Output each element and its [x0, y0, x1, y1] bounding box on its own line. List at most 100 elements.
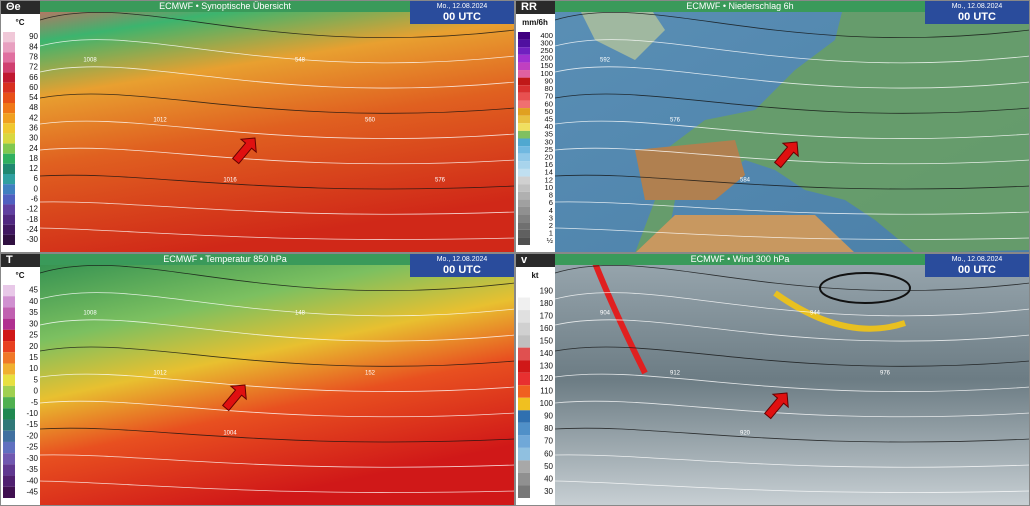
legend-swatch	[3, 224, 15, 235]
date-box	[925, 0, 1030, 24]
contour-label: 1008	[83, 58, 97, 64]
contour-label: 584	[740, 178, 751, 184]
title-bar	[40, 253, 410, 265]
legend-label: 60	[544, 449, 553, 458]
land	[635, 140, 745, 200]
legend-label: 150	[540, 61, 553, 70]
legend-unit: kt	[531, 271, 538, 280]
legend-swatch	[518, 422, 530, 436]
legend-swatch	[3, 82, 15, 93]
time: 00 UTC	[958, 264, 996, 276]
legend-label: 6	[34, 174, 39, 183]
legend-label: 36	[29, 123, 38, 132]
symbol-box	[0, 0, 40, 14]
legend-label: 0	[34, 387, 39, 396]
legend-label: 100	[540, 69, 553, 78]
legend-label: 48	[29, 103, 38, 112]
legend-label: 12	[29, 164, 38, 173]
legend-swatch	[3, 163, 15, 174]
legend-swatch	[518, 397, 530, 411]
legend-swatch	[518, 385, 530, 398]
legend-label: 1	[549, 229, 553, 238]
legend-swatch	[3, 143, 15, 154]
contour-label: 976	[880, 371, 891, 377]
legend-label: 120	[540, 374, 554, 383]
legend-swatch	[518, 123, 530, 131]
contour	[554, 93, 1030, 114]
legend-swatch	[518, 108, 530, 116]
legend-swatch	[518, 435, 530, 448]
legend-swatch	[518, 335, 530, 348]
legend-swatch	[518, 310, 530, 323]
contour-label: 560	[365, 118, 376, 124]
legend-swatch	[518, 222, 530, 230]
legend-swatch	[3, 464, 15, 476]
contour	[554, 292, 1030, 317]
legend-label: 250	[540, 46, 553, 55]
legend-swatch	[518, 153, 530, 162]
title-bar	[555, 0, 925, 12]
date-box	[410, 0, 515, 24]
legend-swatch	[3, 475, 15, 487]
legend-label: -24	[26, 225, 38, 234]
contour	[554, 373, 1030, 392]
contour-label: 1012	[153, 371, 167, 377]
legend-swatch	[3, 234, 15, 245]
legend-swatch	[518, 32, 530, 40]
legend-swatch	[3, 285, 15, 297]
contour	[554, 66, 1030, 89]
legend-swatch	[518, 138, 530, 147]
legend-swatch	[3, 194, 15, 205]
legend-label: 72	[29, 63, 38, 72]
legend-label: 54	[29, 93, 38, 102]
legend-swatch	[518, 100, 530, 109]
legend-swatch	[518, 92, 530, 101]
date: Mo., 12.08.2024	[437, 256, 488, 263]
legend-label: 20	[545, 153, 553, 162]
legend-unit: mm/6h	[522, 18, 548, 27]
legend-label: 30	[545, 137, 553, 146]
contour	[39, 292, 516, 317]
legend-label: 200	[540, 54, 553, 63]
legend-swatch	[518, 70, 530, 78]
legend-swatch	[518, 168, 530, 177]
legend-swatch	[518, 39, 530, 48]
legend-swatch	[518, 115, 530, 124]
contour	[554, 39, 1030, 64]
legend-label: 4	[549, 206, 553, 215]
contour	[39, 346, 516, 367]
legend-label: -18	[26, 215, 38, 224]
legend-label: -45	[26, 488, 38, 497]
contour	[554, 227, 1030, 240]
legend-swatch	[518, 410, 530, 423]
contour	[39, 39, 516, 64]
legend-swatch	[3, 153, 15, 164]
legend-swatch	[518, 146, 530, 154]
legend-swatch	[3, 296, 15, 308]
panel: 1008 1012 1004 148 152 T°C 45 40 35 30 25 20 15 10 5 0 -…	[0, 253, 516, 506]
legend-label: 80	[545, 84, 553, 93]
legend-swatch	[3, 419, 15, 431]
contour-label: 904	[600, 311, 611, 317]
contour-label: 1016	[223, 178, 237, 184]
legend-swatch	[518, 214, 530, 223]
legend-label: 30	[29, 134, 38, 143]
legend-swatch	[518, 460, 530, 473]
contour	[39, 227, 516, 240]
contour	[554, 427, 1030, 443]
legend-label: -10	[26, 409, 38, 418]
legend-label: 10	[29, 364, 38, 373]
legend-label: -15	[26, 420, 38, 429]
time: 00 UTC	[443, 11, 481, 23]
legend-label: 40	[545, 122, 553, 131]
legend-swatch	[3, 397, 15, 409]
contour-label: 1008	[83, 311, 97, 317]
contour	[39, 174, 516, 190]
contour	[39, 373, 516, 392]
legend-swatch	[3, 329, 15, 342]
map-background	[40, 253, 515, 506]
legend-label: 150	[540, 336, 554, 345]
legend-swatch	[518, 199, 530, 207]
legend-swatch	[3, 453, 15, 465]
